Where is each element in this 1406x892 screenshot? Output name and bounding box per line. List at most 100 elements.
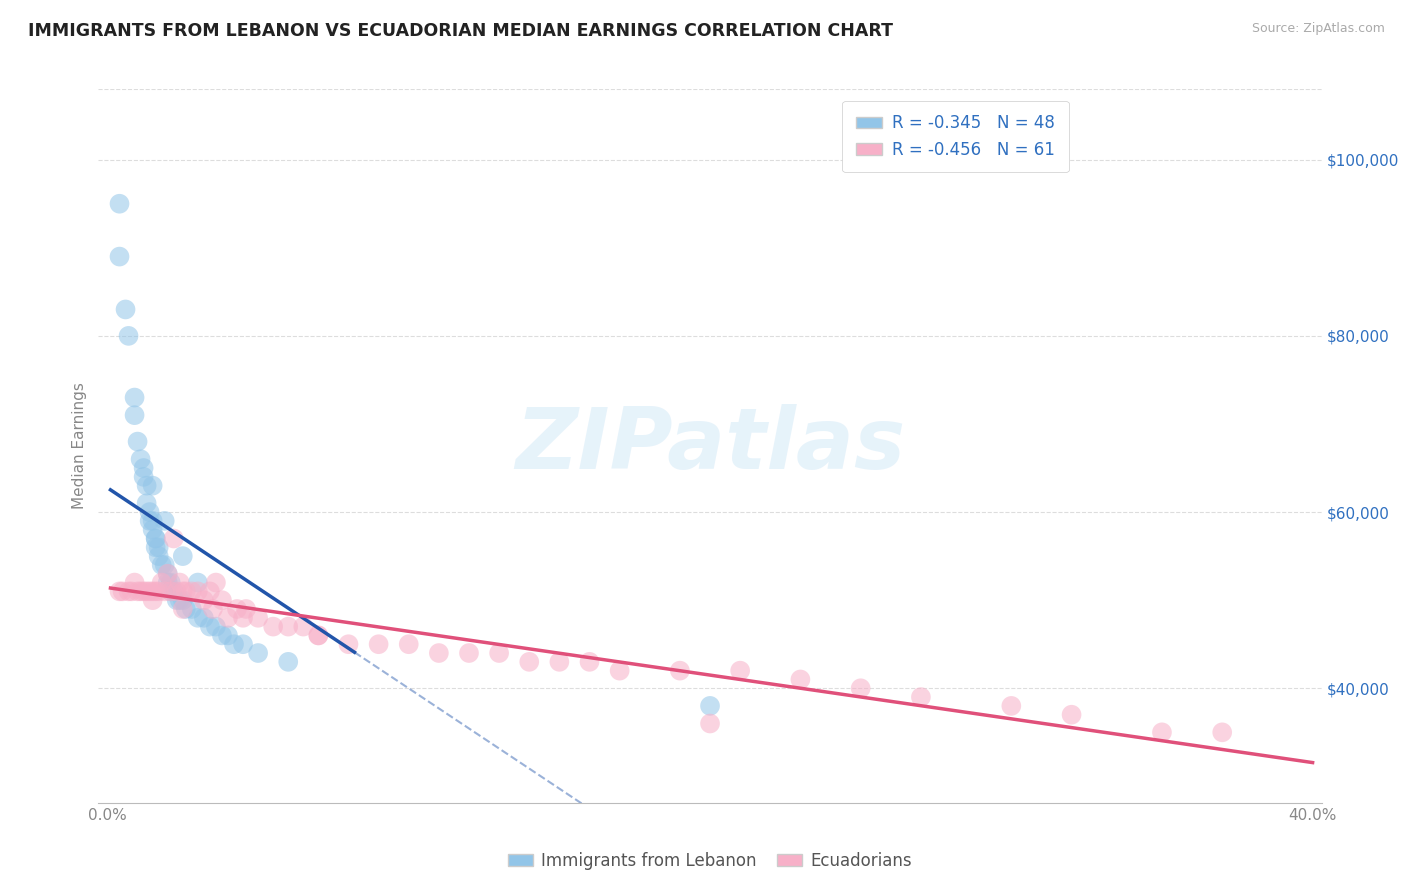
- Point: [153, 558, 176, 572]
- Point: [193, 611, 215, 625]
- Point: [277, 619, 299, 633]
- Point: [789, 673, 811, 687]
- Point: [277, 655, 299, 669]
- Point: [578, 655, 600, 669]
- Point: [292, 619, 315, 633]
- Point: [129, 452, 152, 467]
- Point: [135, 496, 157, 510]
- Point: [201, 602, 224, 616]
- Point: [156, 566, 179, 581]
- Point: [108, 250, 131, 264]
- Point: [108, 196, 131, 211]
- Point: [699, 698, 721, 713]
- Point: [108, 584, 131, 599]
- Point: [262, 619, 284, 633]
- Point: [174, 602, 197, 616]
- Point: [187, 584, 209, 599]
- Point: [127, 584, 149, 599]
- Point: [180, 584, 202, 599]
- Point: [145, 541, 167, 555]
- Point: [148, 584, 170, 599]
- Point: [307, 628, 329, 642]
- Text: ZIPatlas: ZIPatlas: [515, 404, 905, 488]
- Point: [226, 602, 249, 616]
- Point: [669, 664, 692, 678]
- Point: [247, 611, 270, 625]
- Point: [180, 602, 202, 616]
- Point: [187, 611, 209, 625]
- Text: Source: ZipAtlas.com: Source: ZipAtlas.com: [1251, 22, 1385, 36]
- Point: [159, 575, 181, 590]
- Point: [163, 532, 186, 546]
- Point: [148, 549, 170, 563]
- Point: [138, 505, 160, 519]
- Point: [124, 575, 146, 590]
- Point: [169, 575, 191, 590]
- Point: [142, 593, 165, 607]
- Point: [232, 637, 254, 651]
- Point: [156, 566, 179, 581]
- Point: [198, 584, 221, 599]
- Point: [124, 408, 146, 422]
- Point: [172, 549, 194, 563]
- Point: [205, 619, 228, 633]
- Point: [142, 478, 165, 492]
- Legend: Immigrants from Lebanon, Ecuadorians: Immigrants from Lebanon, Ecuadorians: [502, 846, 918, 877]
- Point: [187, 575, 209, 590]
- Point: [172, 584, 194, 599]
- Point: [198, 619, 221, 633]
- Point: [135, 584, 157, 599]
- Point: [166, 593, 188, 607]
- Point: [163, 584, 186, 599]
- Point: [458, 646, 481, 660]
- Point: [132, 584, 155, 599]
- Point: [1000, 698, 1022, 713]
- Point: [849, 681, 872, 696]
- Point: [337, 637, 360, 651]
- Point: [910, 690, 932, 704]
- Point: [488, 646, 510, 660]
- Point: [124, 391, 146, 405]
- Point: [117, 329, 139, 343]
- Point: [150, 558, 173, 572]
- Point: [211, 628, 233, 642]
- Point: [138, 584, 160, 599]
- Point: [135, 478, 157, 492]
- Point: [148, 541, 170, 555]
- Point: [145, 532, 167, 546]
- Point: [172, 602, 194, 616]
- Point: [159, 584, 181, 599]
- Point: [211, 593, 233, 607]
- Point: [217, 611, 239, 625]
- Point: [307, 628, 329, 642]
- Point: [222, 637, 245, 651]
- Point: [217, 628, 239, 642]
- Point: [699, 716, 721, 731]
- Point: [172, 593, 194, 607]
- Point: [111, 584, 134, 599]
- Point: [132, 470, 155, 484]
- Text: IMMIGRANTS FROM LEBANON VS ECUADORIAN MEDIAN EARNINGS CORRELATION CHART: IMMIGRANTS FROM LEBANON VS ECUADORIAN ME…: [28, 22, 893, 40]
- Point: [142, 523, 165, 537]
- Point: [114, 302, 136, 317]
- Point: [145, 584, 167, 599]
- Point: [127, 434, 149, 449]
- Point: [247, 646, 270, 660]
- Point: [609, 664, 631, 678]
- Point: [398, 637, 420, 651]
- Point: [142, 514, 165, 528]
- Point: [1150, 725, 1173, 739]
- Point: [205, 575, 228, 590]
- Point: [142, 584, 165, 599]
- Point: [1211, 725, 1233, 739]
- Point: [132, 461, 155, 475]
- Point: [150, 575, 173, 590]
- Point: [138, 514, 160, 528]
- Point: [156, 575, 179, 590]
- Point: [367, 637, 389, 651]
- Point: [159, 584, 181, 599]
- Point: [517, 655, 540, 669]
- Point: [193, 593, 215, 607]
- Point: [235, 602, 257, 616]
- Point: [548, 655, 571, 669]
